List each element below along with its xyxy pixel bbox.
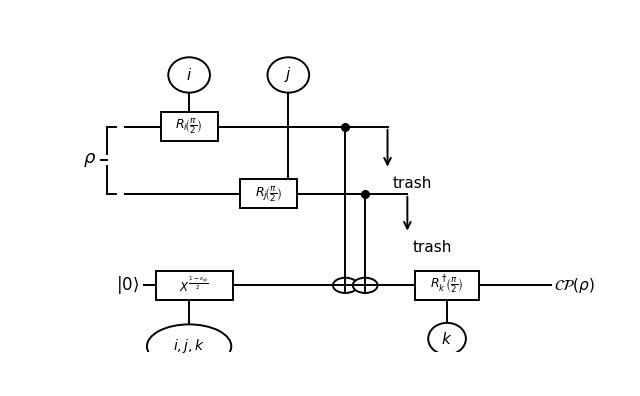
Text: $i, j, k$: $i, j, k$ xyxy=(173,337,205,355)
Text: $R_j\!\left(\frac{\pi}{2}\right)$: $R_j\!\left(\frac{\pi}{2}\right)$ xyxy=(255,184,282,204)
Text: $X^{\frac{1-\epsilon_{ijk}}{2}}$: $X^{\frac{1-\epsilon_{ijk}}{2}}$ xyxy=(179,276,209,295)
Circle shape xyxy=(353,278,378,293)
Text: $j$: $j$ xyxy=(284,65,292,84)
Text: $k$: $k$ xyxy=(442,331,452,347)
Ellipse shape xyxy=(268,57,309,93)
FancyBboxPatch shape xyxy=(415,271,479,300)
Text: trash: trash xyxy=(412,240,452,255)
FancyBboxPatch shape xyxy=(240,179,297,208)
Text: $|0\rangle$: $|0\rangle$ xyxy=(116,274,140,296)
Ellipse shape xyxy=(147,324,231,368)
Ellipse shape xyxy=(168,57,210,93)
Circle shape xyxy=(333,278,358,293)
Text: $i$: $i$ xyxy=(186,67,192,83)
Text: $R_k^\dagger\!\left(\frac{\pi}{2}\right)$: $R_k^\dagger\!\left(\frac{\pi}{2}\right)… xyxy=(430,274,464,297)
Text: $\mathcal{CP}(\rho)$: $\mathcal{CP}(\rho)$ xyxy=(554,276,595,295)
FancyBboxPatch shape xyxy=(156,271,232,300)
Text: trash: trash xyxy=(392,175,432,190)
Text: $R_i\!\left(\frac{\pi}{2}\right)$: $R_i\!\left(\frac{\pi}{2}\right)$ xyxy=(175,117,203,137)
Text: $\rho$: $\rho$ xyxy=(83,151,97,169)
Ellipse shape xyxy=(428,323,466,354)
FancyBboxPatch shape xyxy=(161,112,218,141)
